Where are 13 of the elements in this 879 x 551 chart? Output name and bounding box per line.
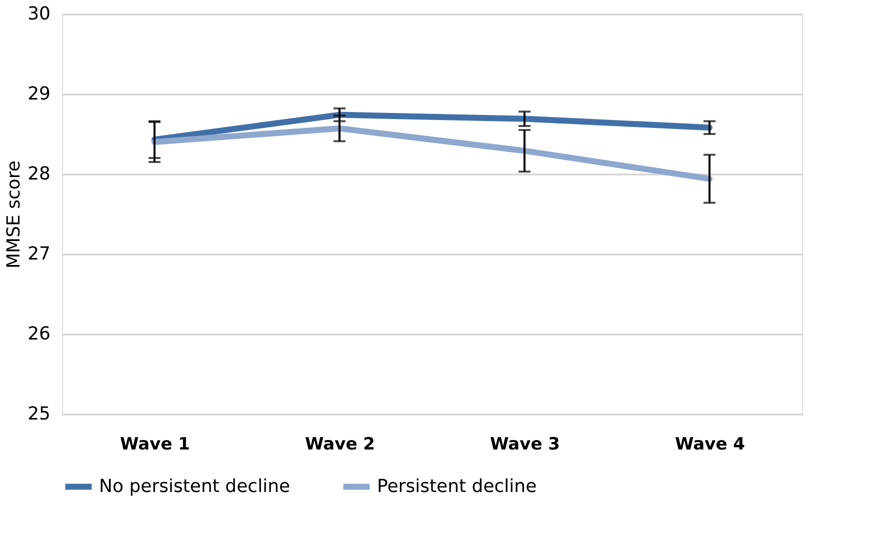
y-tick-label: 25	[28, 404, 50, 424]
y-tick-label: 29	[28, 84, 50, 104]
y-axis-title: MMSE score	[4, 160, 25, 268]
y-tick-label: 27	[28, 244, 50, 264]
x-tick-label: Wave 4	[675, 434, 746, 454]
legend-label: Persistent decline	[377, 476, 537, 497]
legend-label: No persistent decline	[99, 476, 290, 497]
x-tick-label: Wave 1	[120, 434, 190, 454]
x-tick-label: Wave 3	[490, 434, 560, 454]
y-tick-label: 30	[28, 4, 50, 24]
x-tick-label: Wave 2	[305, 434, 375, 454]
y-tick-label: 26	[28, 324, 50, 344]
y-tick-label: 28	[28, 164, 50, 184]
